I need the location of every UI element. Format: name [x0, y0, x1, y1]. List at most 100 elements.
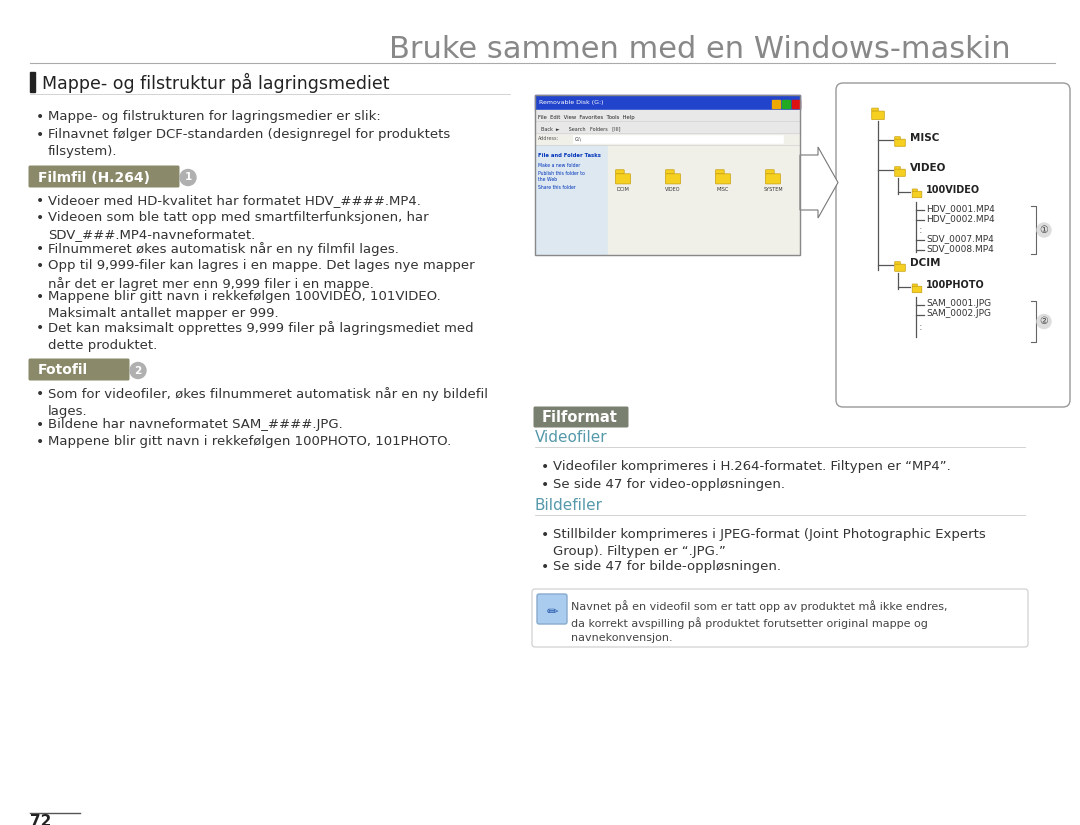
- Text: File and Folder Tasks: File and Folder Tasks: [538, 153, 600, 158]
- Text: ①: ①: [1040, 225, 1049, 235]
- Text: Share this folder: Share this folder: [538, 185, 576, 190]
- Text: Videofiler: Videofiler: [535, 431, 608, 446]
- Text: Back  ►      Search   Folders   [III]: Back ► Search Folders [III]: [538, 126, 621, 131]
- FancyBboxPatch shape: [872, 108, 878, 111]
- Text: SDV_0008.MP4: SDV_0008.MP4: [926, 244, 994, 253]
- Circle shape: [180, 169, 195, 186]
- Text: Det kan maksimalt opprettes 9,999 filer på lagringsmediet med
dette produktet.: Det kan maksimalt opprettes 9,999 filer …: [48, 321, 474, 352]
- Text: Make a new folder: Make a new folder: [538, 163, 580, 168]
- Text: Filmfil (H.264): Filmfil (H.264): [38, 171, 150, 185]
- Bar: [573, 135, 783, 143]
- Text: Mappe- og filstruktur på lagringsmediet: Mappe- og filstruktur på lagringsmediet: [42, 73, 390, 93]
- Text: DCIM: DCIM: [617, 187, 630, 192]
- Text: Fotofil: Fotofil: [38, 364, 89, 378]
- Bar: [535, 145, 607, 255]
- Text: Se side 47 for video-oppløsningen.: Se side 47 for video-oppløsningen.: [553, 478, 785, 491]
- Text: •: •: [36, 211, 44, 225]
- Text: Navnet på en videofil som er tatt opp av produktet må ikke endres,
da korrekt av: Navnet på en videofil som er tatt opp av…: [571, 600, 947, 643]
- Text: Opp til 9,999-filer kan lagres i en mappe. Det lages nye mapper
når det er lagre: Opp til 9,999-filer kan lagres i en mapp…: [48, 259, 474, 291]
- FancyBboxPatch shape: [665, 174, 680, 184]
- FancyBboxPatch shape: [665, 170, 674, 174]
- Text: •: •: [541, 528, 550, 542]
- Text: •: •: [36, 194, 44, 208]
- Text: SAM_0002.JPG: SAM_0002.JPG: [926, 309, 991, 318]
- Text: Filformat: Filformat: [542, 409, 618, 425]
- Text: :: :: [919, 225, 922, 235]
- Text: ✏: ✏: [546, 605, 557, 619]
- Bar: [535, 110, 800, 133]
- Text: 100VIDEO: 100VIDEO: [926, 185, 981, 195]
- Bar: [772, 100, 780, 108]
- FancyBboxPatch shape: [913, 191, 922, 198]
- Text: Videoen som ble tatt opp med smartfilterfunksjonen, har
SDV_###.MP4-navneformate: Videoen som ble tatt opp med smartfilter…: [48, 211, 429, 242]
- Text: 72: 72: [30, 814, 52, 825]
- FancyBboxPatch shape: [532, 589, 1028, 647]
- FancyBboxPatch shape: [913, 189, 917, 191]
- Bar: [782, 100, 789, 108]
- FancyBboxPatch shape: [894, 169, 905, 177]
- Bar: [535, 95, 800, 110]
- Text: Filnavnet følger DCF-standarden (designregel for produktets
filsystem).: Filnavnet følger DCF-standarden (designr…: [48, 128, 450, 158]
- Text: Som for videofiler, økes filnummeret automatisk når en ny bildefil
lages.: Som for videofiler, økes filnummeret aut…: [48, 387, 488, 418]
- FancyBboxPatch shape: [534, 407, 629, 427]
- FancyBboxPatch shape: [894, 167, 901, 169]
- Text: 1: 1: [185, 172, 191, 182]
- Text: Bildefiler: Bildefiler: [535, 498, 603, 513]
- Bar: [30, 72, 35, 92]
- Text: SYSTEM: SYSTEM: [764, 187, 783, 192]
- FancyBboxPatch shape: [913, 284, 917, 286]
- FancyBboxPatch shape: [616, 170, 624, 174]
- Text: Bildene har navneformatet SAM_####.JPG.: Bildene har navneformatet SAM_####.JPG.: [48, 418, 342, 431]
- Text: Videofiler komprimeres i H.264-formatet. Filtypen er “MP4”.: Videofiler komprimeres i H.264-formatet.…: [553, 460, 950, 473]
- Text: SAM_0001.JPG: SAM_0001.JPG: [926, 299, 991, 309]
- Circle shape: [130, 362, 146, 379]
- Text: Videoer med HD-kvalitet har formatet HDV_####.MP4.: Videoer med HD-kvalitet har formatet HDV…: [48, 194, 421, 207]
- FancyBboxPatch shape: [766, 170, 774, 174]
- Bar: [535, 110, 800, 255]
- FancyBboxPatch shape: [28, 359, 130, 380]
- FancyBboxPatch shape: [836, 83, 1070, 407]
- Text: •: •: [36, 387, 44, 401]
- FancyBboxPatch shape: [616, 174, 631, 184]
- Polygon shape: [800, 147, 838, 218]
- Text: 100PHOTO: 100PHOTO: [926, 280, 985, 290]
- Text: Address:: Address:: [538, 136, 559, 142]
- Text: •: •: [36, 242, 44, 256]
- Text: •: •: [36, 418, 44, 432]
- Text: HDV_0002.MP4: HDV_0002.MP4: [926, 214, 995, 224]
- Text: VIDEO: VIDEO: [665, 187, 680, 192]
- Text: •: •: [36, 290, 44, 304]
- Text: 2: 2: [134, 365, 141, 375]
- Text: Se side 47 for bilde-oppløsningen.: Se side 47 for bilde-oppløsningen.: [553, 560, 781, 573]
- Text: :: :: [919, 322, 922, 332]
- Text: HDV_0001.MP4: HDV_0001.MP4: [926, 205, 995, 214]
- Text: Filnummeret økes automatisk når en ny filmfil lages.: Filnummeret økes automatisk når en ny fi…: [48, 242, 399, 256]
- FancyBboxPatch shape: [894, 264, 905, 271]
- Text: •: •: [36, 128, 44, 142]
- Text: Bruke sammen med en Windows-maskin: Bruke sammen med en Windows-maskin: [389, 35, 1011, 64]
- Text: VIDEO: VIDEO: [910, 163, 946, 173]
- FancyBboxPatch shape: [894, 262, 901, 264]
- Text: MISC: MISC: [717, 187, 729, 192]
- Text: Mappe- og filstrukturen for lagringsmedier er slik:: Mappe- og filstrukturen for lagringsmedi…: [48, 110, 381, 123]
- Text: Mappene blir gitt navn i rekkefølgen 100PHOTO, 101PHOTO.: Mappene blir gitt navn i rekkefølgen 100…: [48, 435, 451, 448]
- FancyBboxPatch shape: [715, 174, 730, 184]
- Text: •: •: [36, 321, 44, 335]
- FancyBboxPatch shape: [872, 111, 885, 120]
- Text: •: •: [36, 259, 44, 273]
- Circle shape: [1037, 314, 1051, 328]
- FancyBboxPatch shape: [715, 170, 725, 174]
- Text: File  Edit  View  Favorites  Tools  Help: File Edit View Favorites Tools Help: [538, 115, 635, 120]
- Circle shape: [1037, 223, 1051, 237]
- Text: •: •: [36, 110, 44, 124]
- Text: •: •: [541, 478, 550, 492]
- Text: •: •: [541, 560, 550, 574]
- Text: ②: ②: [1040, 317, 1049, 327]
- FancyBboxPatch shape: [537, 594, 567, 624]
- Text: Removable Disk (G:): Removable Disk (G:): [539, 100, 604, 105]
- FancyBboxPatch shape: [894, 137, 901, 139]
- FancyBboxPatch shape: [913, 286, 922, 293]
- Text: G:\: G:\: [575, 136, 582, 142]
- Text: •: •: [541, 460, 550, 474]
- Text: DCIM: DCIM: [910, 258, 941, 268]
